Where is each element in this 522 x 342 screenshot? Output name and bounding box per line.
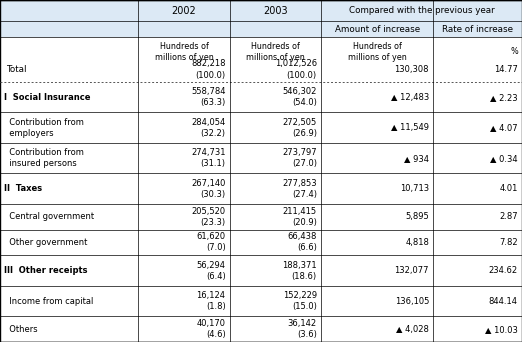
Text: 56,294
(6.4): 56,294 (6.4) [196, 261, 226, 280]
Text: ▲ 2.23: ▲ 2.23 [490, 93, 518, 102]
Text: 844.14: 844.14 [489, 297, 518, 305]
Text: 16,124
(1.8): 16,124 (1.8) [196, 291, 226, 311]
Text: Hundreds of
millions of yen: Hundreds of millions of yen [155, 42, 213, 62]
Text: 284,054
(32.2): 284,054 (32.2) [191, 118, 226, 138]
Text: ▲ 12,483: ▲ 12,483 [391, 93, 429, 102]
Text: ▲ 4,028: ▲ 4,028 [396, 325, 429, 333]
Text: 132,077: 132,077 [395, 266, 429, 275]
Text: Contribution from
  employers: Contribution from employers [4, 118, 84, 137]
Text: 1,012,526
(100.0): 1,012,526 (100.0) [275, 60, 317, 80]
Text: 36,142
(3.6): 36,142 (3.6) [288, 319, 317, 339]
Bar [0, 255, 522, 286]
Text: 4,818: 4,818 [405, 238, 429, 247]
Text: 5,895: 5,895 [406, 212, 429, 221]
Text: Central government: Central government [4, 212, 94, 221]
Bar [0, 0, 522, 21]
Text: 2003: 2003 [263, 5, 288, 15]
Text: Amount of increase: Amount of increase [335, 25, 420, 34]
Text: 274,731
(31.1): 274,731 (31.1) [191, 148, 226, 168]
Text: ▲ 4.07: ▲ 4.07 [490, 123, 518, 132]
Text: 277,853
(27.4): 277,853 (27.4) [282, 179, 317, 199]
Text: 2002: 2002 [172, 5, 196, 15]
Text: 61,620
(7.0): 61,620 (7.0) [196, 233, 226, 252]
Text: 188,371
(18.6): 188,371 (18.6) [282, 261, 317, 280]
Text: 211,415
(20.9): 211,415 (20.9) [283, 207, 317, 227]
Text: Rate of increase: Rate of increase [442, 25, 513, 34]
Text: 66,438
(6.6): 66,438 (6.6) [288, 233, 317, 252]
Bar [0, 204, 522, 229]
Bar [0, 229, 522, 255]
Bar [0, 173, 522, 204]
Text: 272,505
(26.9): 272,505 (26.9) [282, 118, 317, 138]
Text: Total: Total [6, 65, 27, 74]
Bar [0, 286, 522, 316]
Text: ▲ 934: ▲ 934 [404, 154, 429, 162]
Text: Others: Others [4, 325, 38, 333]
Bar [0, 113, 522, 143]
Text: 882,218
(100.0): 882,218 (100.0) [191, 60, 226, 80]
Text: Income from capital: Income from capital [4, 297, 93, 305]
Text: 7.82: 7.82 [499, 238, 518, 247]
Bar [0, 82, 522, 113]
Text: 4.01: 4.01 [500, 184, 518, 193]
Text: 152,229
(15.0): 152,229 (15.0) [283, 291, 317, 311]
Bar [0, 21, 522, 38]
Text: II  Taxes: II Taxes [4, 184, 42, 193]
Text: I  Social Insurance: I Social Insurance [4, 93, 91, 102]
Text: 546,302
(54.0): 546,302 (54.0) [282, 87, 317, 107]
Text: Other government: Other government [4, 238, 88, 247]
Text: ▲ 11,549: ▲ 11,549 [391, 123, 429, 132]
Text: 267,140
(30.3): 267,140 (30.3) [191, 179, 226, 199]
Bar [0, 316, 522, 342]
Text: 130,308: 130,308 [395, 65, 429, 74]
Text: 40,170
(4.6): 40,170 (4.6) [196, 319, 226, 339]
Text: 205,520
(23.3): 205,520 (23.3) [192, 207, 226, 227]
Text: 234.62: 234.62 [489, 266, 518, 275]
Text: 273,797
(27.0): 273,797 (27.0) [282, 148, 317, 168]
Text: %: % [510, 47, 518, 56]
Text: 558,784
(63.3): 558,784 (63.3) [191, 87, 226, 107]
Text: 10,713: 10,713 [400, 184, 429, 193]
Bar [0, 38, 522, 82]
Text: 2.87: 2.87 [499, 212, 518, 221]
Text: III  Other receipts: III Other receipts [4, 266, 88, 275]
Bar [0, 143, 522, 173]
Text: Hundreds of
millions of yen: Hundreds of millions of yen [348, 42, 407, 62]
Text: ▲ 0.34: ▲ 0.34 [490, 154, 518, 162]
Text: Compared with the previous year: Compared with the previous year [349, 6, 494, 15]
Text: ▲ 10.03: ▲ 10.03 [485, 325, 518, 333]
Text: Hundreds of
millions of yen: Hundreds of millions of yen [246, 42, 305, 62]
Text: 14.77: 14.77 [494, 65, 518, 74]
Text: Contribution from
  insured persons: Contribution from insured persons [4, 148, 84, 168]
Text: 136,105: 136,105 [395, 297, 429, 305]
